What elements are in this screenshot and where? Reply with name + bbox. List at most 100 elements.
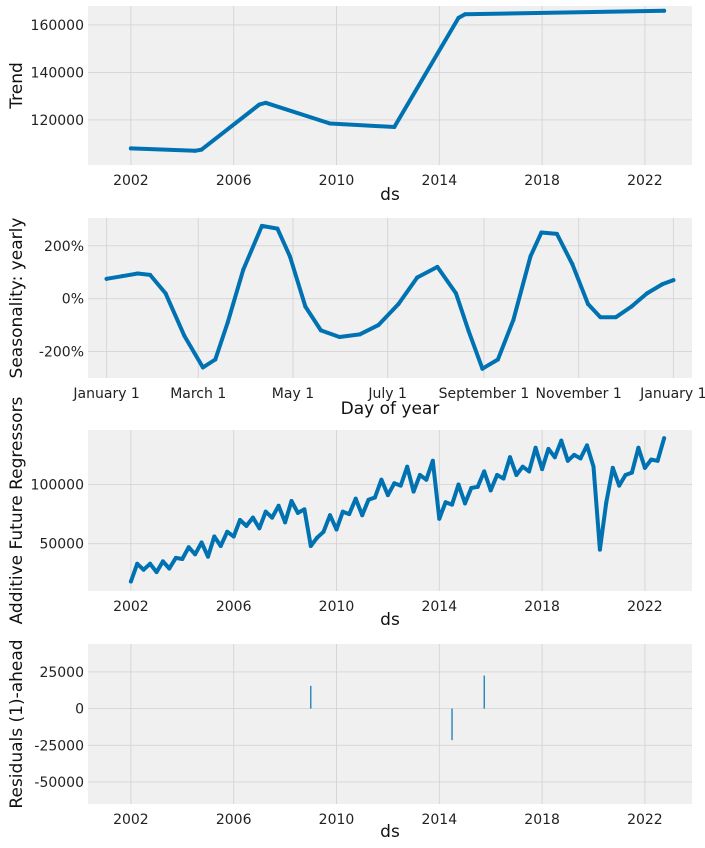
- regressors-data-point: [623, 472, 628, 477]
- trend-y-axis-label: Trend: [7, 62, 27, 110]
- residuals-x-tick-label: 2010: [319, 812, 355, 828]
- regressors-data-point: [257, 526, 262, 531]
- seasonality-data-point: [163, 291, 168, 296]
- trend-y-tick-label: 140000: [31, 65, 84, 81]
- regressors-data-point: [495, 472, 500, 477]
- regressors-x-tick-label: 2018: [524, 599, 560, 615]
- trend-data-point: [456, 15, 461, 20]
- seasonality-data-point: [241, 267, 246, 272]
- regressors-data-point: [552, 455, 557, 460]
- regressors-data-point: [636, 445, 641, 450]
- regressors-panel: 2002 2006 2010 2014 2018 2022 50000 100000 ds Add…: [7, 396, 692, 630]
- regressors-data-point: [225, 529, 230, 534]
- regressors-data-point: [128, 579, 133, 584]
- seasonality-data-point: [318, 328, 323, 333]
- seasonality-data-point: [120, 274, 125, 279]
- regressors-data-point: [469, 486, 474, 491]
- seasonality-data-point: [598, 315, 603, 320]
- seasonality-data-point: [585, 301, 590, 306]
- seasonality-data-point: [671, 278, 676, 283]
- regressors-data-point: [398, 483, 403, 488]
- regressors-data-point: [263, 509, 268, 514]
- regressors-data-point: [597, 547, 602, 552]
- seasonality-x-axis-label: Day of year: [341, 399, 440, 419]
- trend-data-point: [257, 102, 262, 107]
- residuals-y-axis-label: Residuals (1)-ahead: [7, 639, 27, 808]
- regressors-data-point: [379, 477, 384, 482]
- seasonality-data-point: [275, 226, 280, 231]
- regressors-data-point: [662, 436, 667, 441]
- regressors-data-point: [527, 469, 532, 474]
- regressors-data-point: [514, 472, 519, 477]
- regressors-data-point: [154, 570, 159, 575]
- regressors-data-point: [411, 489, 416, 494]
- seasonality-data-point: [629, 304, 634, 309]
- seasonality-data-point: [539, 230, 544, 235]
- seasonality-panel: January 1 March 1 May 1 July 1 September 1 No…: [7, 218, 705, 419]
- regressors-data-point: [276, 503, 281, 508]
- regressors-data-point: [366, 497, 371, 502]
- seasonality-y-axis-label: Seasonality: yearly: [7, 218, 27, 379]
- trend-x-tick-label: 2018: [524, 173, 560, 189]
- residuals-y-tick-label: -25000: [34, 738, 84, 754]
- seasonality-data-point: [435, 264, 440, 269]
- regressors-data-point: [205, 554, 210, 559]
- trend-data-point: [328, 121, 333, 126]
- regressors-data-point: [295, 510, 300, 515]
- seasonality-data-point: [511, 317, 516, 322]
- trend-data-point: [463, 12, 468, 17]
- residuals-plot-area: [88, 644, 692, 804]
- seasonality-data-point: [303, 304, 308, 309]
- trend-data-point: [199, 147, 204, 152]
- residuals-y-tick-label: 0: [75, 702, 84, 718]
- regressors-data-point: [315, 535, 320, 540]
- regressors-x-tick-label: 2014: [421, 599, 457, 615]
- residuals-x-tick-label: 2014: [421, 812, 457, 828]
- seasonality-data-point: [225, 320, 230, 325]
- seasonality-x-tick-label: September 1: [439, 386, 530, 402]
- trend-x-tick-label: 2010: [319, 173, 355, 189]
- regressors-data-point: [347, 512, 352, 517]
- regressors-data-point: [585, 443, 590, 448]
- regressors-x-tick-label: 2006: [216, 599, 252, 615]
- residuals-y-tick-label: 25000: [39, 665, 84, 681]
- regressors-data-point: [244, 523, 249, 528]
- regressors-data-point: [540, 467, 545, 472]
- seasonality-data-point: [554, 231, 559, 236]
- regressors-data-point: [238, 517, 243, 522]
- seasonality-data-point: [200, 365, 205, 370]
- residuals-x-tick-label: 2002: [113, 812, 149, 828]
- regressors-y-axis-label: Additive Future Regressors: [7, 396, 27, 624]
- seasonality-data-point: [259, 223, 264, 228]
- regressors-data-point: [488, 488, 493, 493]
- trend-panel: 2002 2006 2010 2014 2018 2022 120000 140000 1600…: [7, 6, 692, 205]
- regressors-data-point: [642, 465, 647, 470]
- seasonality-data-point: [453, 291, 458, 296]
- regressors-data-point: [443, 500, 448, 505]
- seasonality-data-point: [660, 282, 665, 287]
- regressors-x-axis-label: ds: [380, 610, 400, 630]
- seasonality-data-point: [213, 357, 218, 362]
- seasonality-y-tick-label: -200%: [39, 345, 84, 361]
- regressors-x-tick-label: 2022: [627, 599, 663, 615]
- trend-y-tick-label: 120000: [31, 113, 84, 129]
- regressors-data-point: [308, 544, 313, 549]
- regressors-data-point: [289, 499, 294, 504]
- trend-data-point: [128, 146, 133, 151]
- trend-x-axis-label: ds: [380, 185, 400, 205]
- seasonality-data-point: [148, 272, 153, 277]
- regressors-data-point: [340, 509, 345, 514]
- regressors-data-point: [559, 438, 564, 443]
- regressors-data-point: [533, 445, 538, 450]
- regressors-data-point: [186, 545, 191, 550]
- trend-data-point: [263, 100, 268, 105]
- seasonality-data-point: [570, 262, 575, 267]
- seasonality-data-point: [528, 254, 533, 259]
- seasonality-y-tick-label: 0%: [62, 292, 84, 308]
- regressors-data-point: [167, 566, 172, 571]
- regressors-data-point: [353, 496, 358, 501]
- seasonality-y-tick-label: 200%: [44, 239, 84, 255]
- regressors-data-point: [283, 520, 288, 525]
- regressors-data-point: [610, 465, 615, 470]
- regressors-data-point: [231, 534, 236, 539]
